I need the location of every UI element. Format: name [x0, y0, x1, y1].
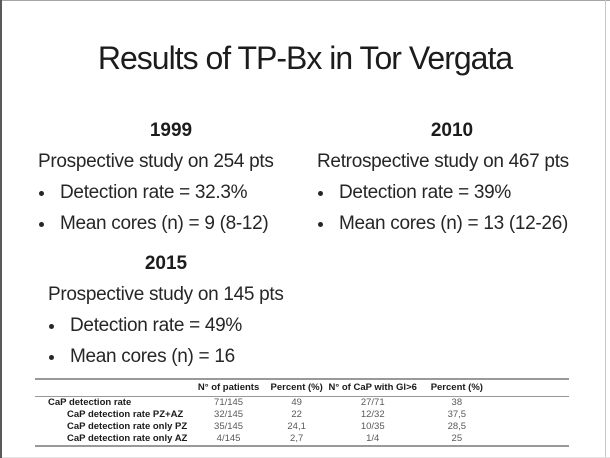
- bullet-dot-icon: [39, 191, 44, 196]
- table-row: CaP detection rate 71/145 49 27/71 38: [35, 397, 569, 410]
- cell-filler: [494, 409, 569, 421]
- header-percent-1: Percent (%): [267, 379, 327, 397]
- cell-filler: [494, 397, 569, 410]
- slide-top-edge: [0, 0, 610, 1]
- cell-percent-1: 22: [291, 409, 302, 420]
- cell-percent-1: 2,7: [290, 433, 304, 444]
- table-row: CaP detection rate only PZ 35/145 24,1 1…: [35, 421, 569, 433]
- table-header-row: N° of patients Percent (%) N° of CaP wit…: [35, 379, 569, 397]
- bullet-dot-icon: [49, 355, 54, 360]
- cell-filler: [494, 433, 569, 446]
- slide-title: Results of TP-Bx in Tor Vergata: [97, 40, 513, 76]
- row-label: CaP detection rate only AZ: [67, 433, 188, 444]
- cell-filler: [494, 421, 569, 433]
- year-heading: 1999: [149, 120, 193, 141]
- cell-n-patients: 4/145: [216, 433, 241, 444]
- table-row: CaP detection rate only AZ 4/145 2,7 1/4…: [35, 433, 569, 446]
- cell-n-patients: 32/145: [214, 409, 244, 420]
- cell-percent-1: 49: [291, 397, 302, 408]
- bullet-dot-icon: [39, 222, 44, 227]
- row-label: CaP detection rate PZ+AZ: [67, 409, 184, 420]
- slide-right-edge: [605, 0, 606, 458]
- cell-percent-2: 25: [451, 433, 463, 444]
- cell-percent-2: 28,5: [447, 421, 467, 432]
- header-empty: [35, 379, 190, 397]
- bullet-text: Mean cores (n) = 16: [70, 346, 235, 367]
- bullet-dot-icon: [49, 324, 54, 329]
- row-label: CaP detection rate: [48, 397, 132, 408]
- cell-n-cap-gl6: 1/4: [366, 433, 380, 444]
- section-1999: 1999 Prospective study on 254 pts Detect…: [38, 120, 304, 236]
- year-heading: 2010: [430, 120, 474, 141]
- header-percent-2: Percent (%): [419, 379, 495, 397]
- bullet-text: Mean cores (n) = 13 (12-26): [339, 213, 568, 234]
- section-2010: 2010 Retrospective study on 467 pts Dete…: [317, 120, 587, 236]
- bullet-text: Detection rate = 39%: [339, 182, 511, 203]
- slide-left-edge: [0, 0, 2, 458]
- header-filler: [494, 379, 569, 397]
- bullet-item: Detection rate = 39%: [317, 181, 587, 205]
- study-line: Prospective study on 254 pts: [38, 151, 274, 172]
- bullet-text: Mean cores (n) = 9 (8-12): [60, 213, 269, 234]
- bullet-dot-icon: [318, 191, 323, 196]
- year-heading: 2015: [144, 253, 188, 274]
- cell-percent-1: 24,1: [287, 421, 306, 432]
- section-2015: 2015 Prospective study on 145 pts Detect…: [48, 253, 284, 369]
- bullet-dot-icon: [318, 222, 323, 227]
- bullet-item: Mean cores (n) = 16: [48, 345, 284, 369]
- header-n-patients: N° of patients: [189, 379, 268, 397]
- bullet-item: Detection rate = 49%: [48, 314, 284, 338]
- cell-percent-2: 37,5: [447, 409, 467, 420]
- table-row: CaP detection rate PZ+AZ 32/145 22 12/32…: [35, 409, 569, 421]
- bullet-text: Detection rate = 32.3%: [60, 182, 248, 203]
- header-n-cap-gl6: N° of CaP with Gl>6: [326, 379, 420, 397]
- row-label: CaP detection rate only PZ: [67, 421, 188, 432]
- cell-n-patients: 35/145: [214, 421, 244, 432]
- cell-percent-2: 38: [451, 397, 463, 408]
- results-table: N° of patients Percent (%) N° of CaP wit…: [35, 378, 569, 447]
- cell-n-cap-gl6: 12/32: [360, 409, 385, 420]
- study-line: Retrospective study on 467 pts: [317, 151, 569, 172]
- bullet-text: Detection rate = 49%: [70, 315, 242, 336]
- bullet-item: Detection rate = 32.3%: [38, 181, 304, 205]
- bullet-item: Mean cores (n) = 9 (8-12): [38, 212, 304, 236]
- bullet-item: Mean cores (n) = 13 (12-26): [317, 212, 587, 236]
- cell-n-patients: 71/145: [214, 397, 244, 408]
- cell-n-cap-gl6: 10/35: [360, 421, 385, 432]
- cell-n-cap-gl6: 27/71: [360, 397, 385, 408]
- study-line: Prospective study on 145 pts: [48, 284, 284, 305]
